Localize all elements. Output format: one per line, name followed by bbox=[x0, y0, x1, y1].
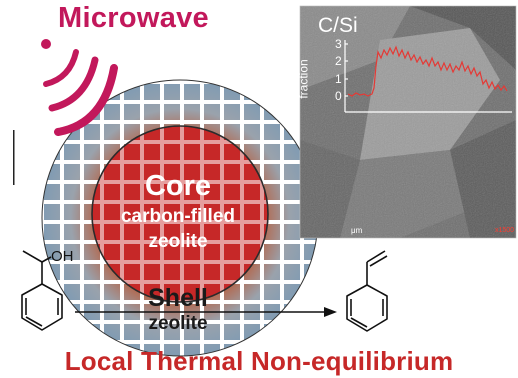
shell-subtitle: zeolite bbox=[148, 313, 208, 334]
inset-scale-unit: μm bbox=[351, 226, 363, 235]
inset-border bbox=[299, 5, 517, 239]
microwave-label: Microwave bbox=[58, 2, 209, 34]
left-rule bbox=[13, 130, 15, 185]
inset-title: C/Si bbox=[318, 14, 358, 37]
inset-tick-label: 0 bbox=[335, 89, 342, 103]
microwave-icon bbox=[41, 39, 118, 136]
inset-tick-label: 2 bbox=[335, 54, 342, 68]
bottom-title: Local Thermal Non-equilibrium bbox=[64, 346, 454, 376]
core-title: Core bbox=[144, 170, 212, 202]
core-sphere bbox=[91, 125, 269, 303]
c-si-profile-line bbox=[347, 45, 508, 97]
product-molecule bbox=[346, 250, 388, 332]
hydroxyl-group-label: OH bbox=[51, 248, 74, 265]
inset-y-axis-label: fraction bbox=[296, 59, 311, 99]
core-subtitle-line1: carbon-filled bbox=[120, 206, 235, 227]
inset-tick-label: 3 bbox=[335, 37, 342, 51]
reaction-arrow bbox=[75, 307, 337, 317]
inset-magnification: x1500 bbox=[495, 227, 515, 234]
inset-tick-label: 1 bbox=[335, 72, 342, 86]
inset-axes bbox=[344, 40, 512, 113]
core-subtitle-line2: zeolite bbox=[148, 231, 208, 252]
shell-title: Shell bbox=[148, 284, 208, 312]
sem-inset bbox=[300, 6, 516, 238]
reactant-molecule bbox=[21, 250, 63, 331]
